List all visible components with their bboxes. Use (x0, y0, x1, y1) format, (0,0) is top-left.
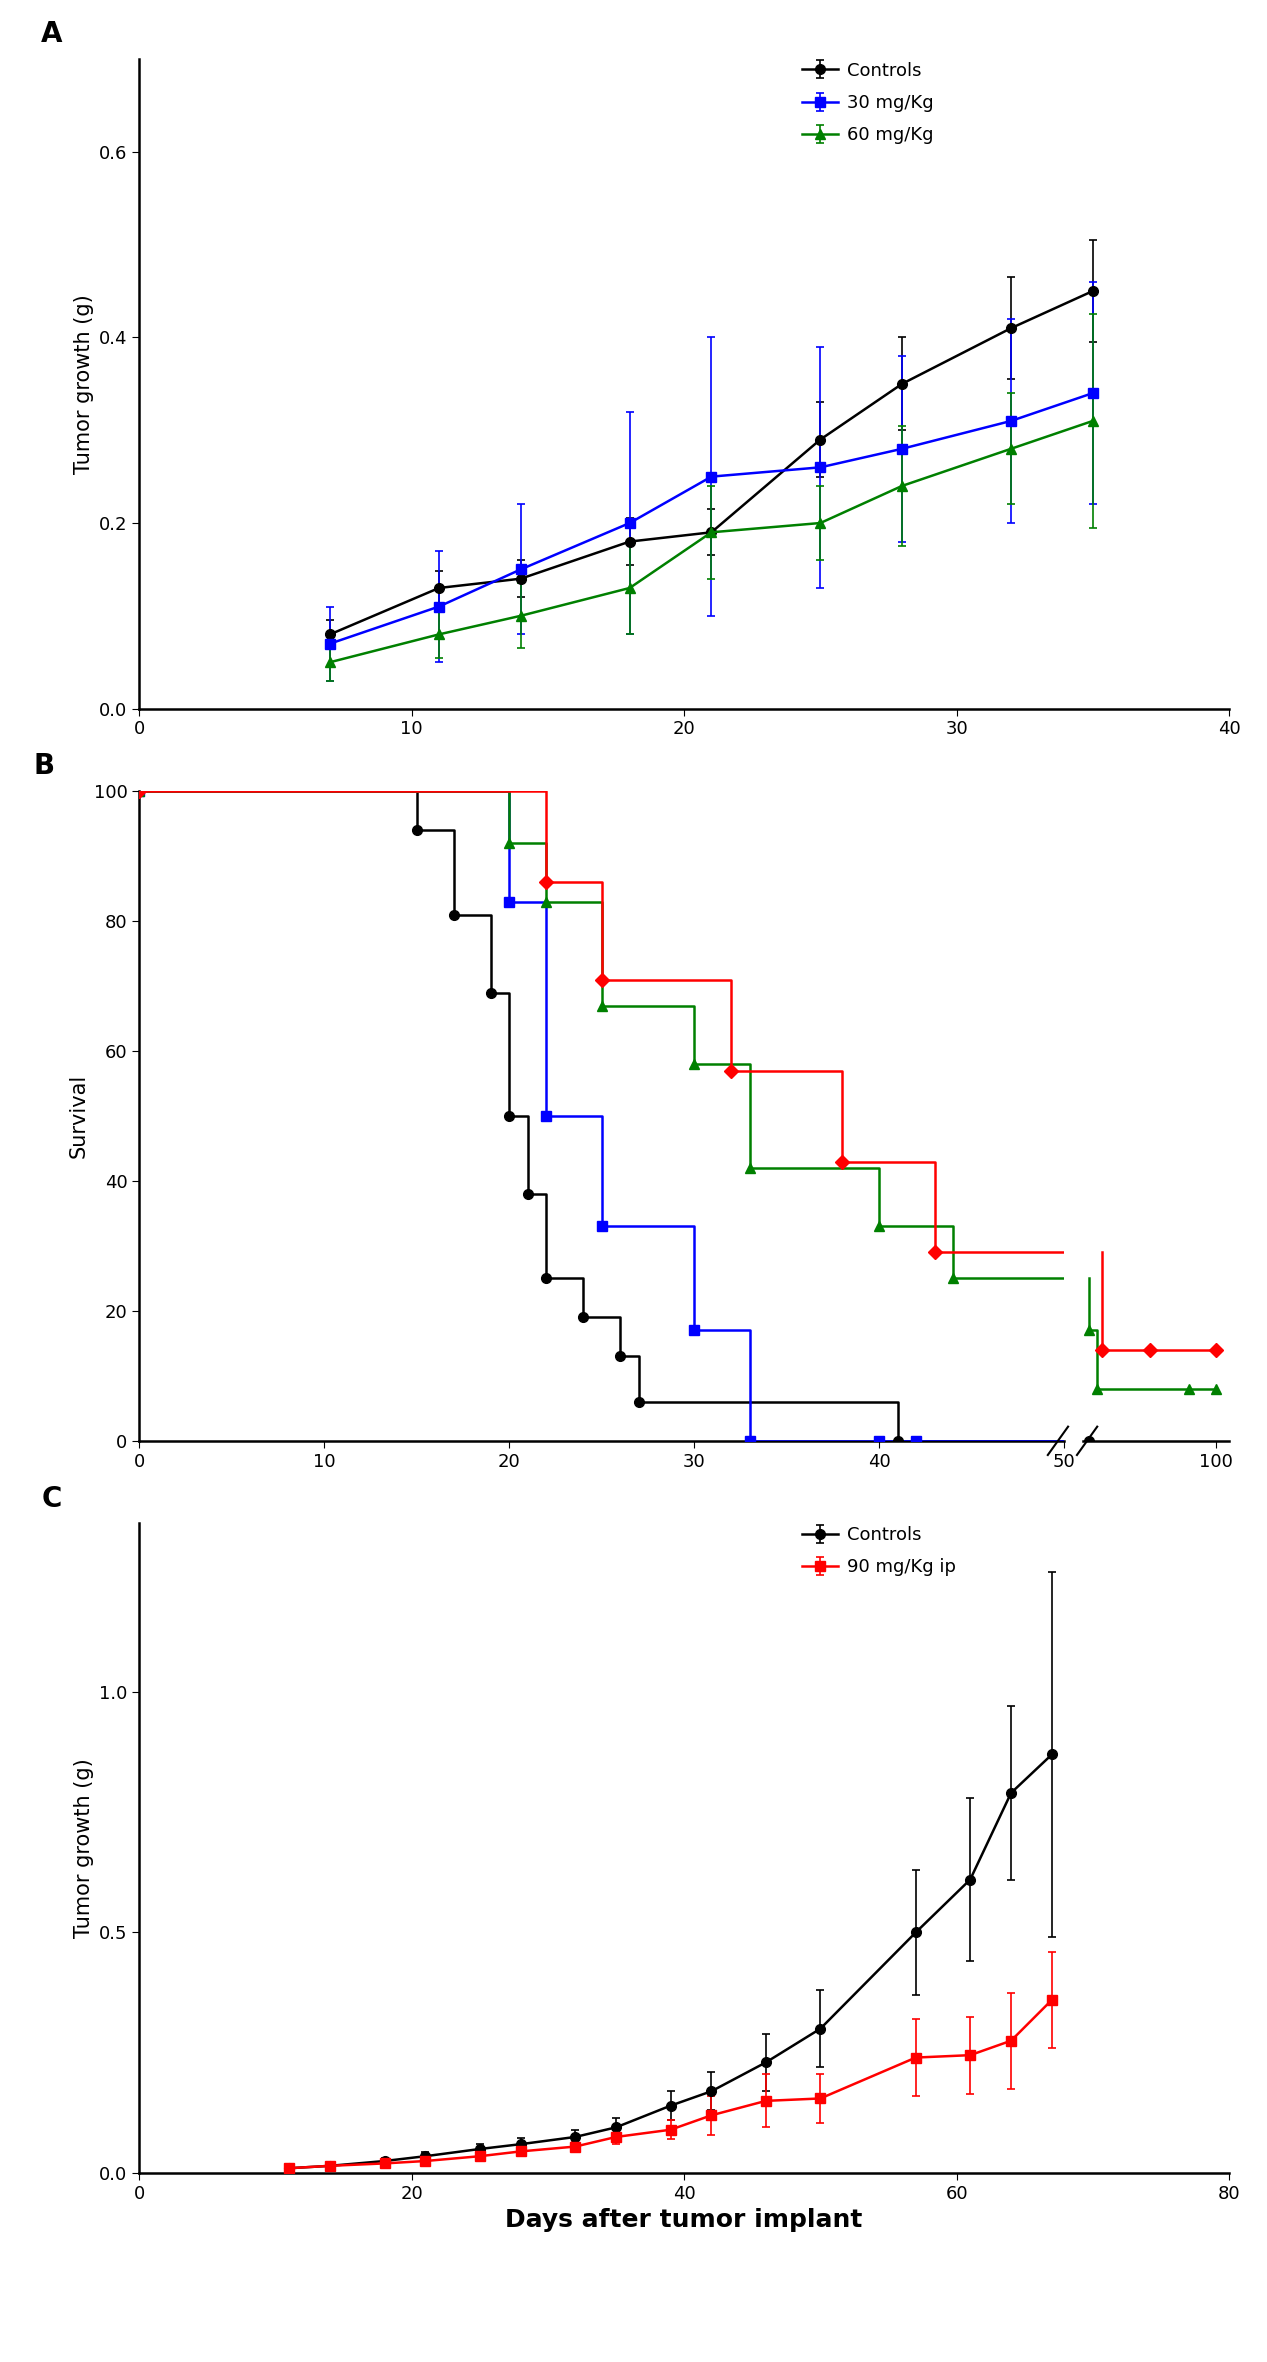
Legend: Controls, 30 mg/Kg, 60 mg/Kg: Controls, 30 mg/Kg, 60 mg/Kg (802, 61, 934, 144)
Y-axis label: Tumor growth (g): Tumor growth (g) (73, 1757, 94, 1939)
X-axis label: Days after tumor implant: Days after tumor implant (506, 2208, 863, 2232)
Y-axis label: Tumor growth (g): Tumor growth (g) (73, 293, 94, 475)
Text: C: C (42, 1483, 62, 1512)
Legend: Controls, 90 mg/Kg ip: Controls, 90 mg/Kg ip (802, 1526, 957, 1575)
Text: B: B (33, 751, 54, 779)
Y-axis label: Survival: Survival (68, 1075, 89, 1157)
Text: A: A (42, 21, 63, 47)
